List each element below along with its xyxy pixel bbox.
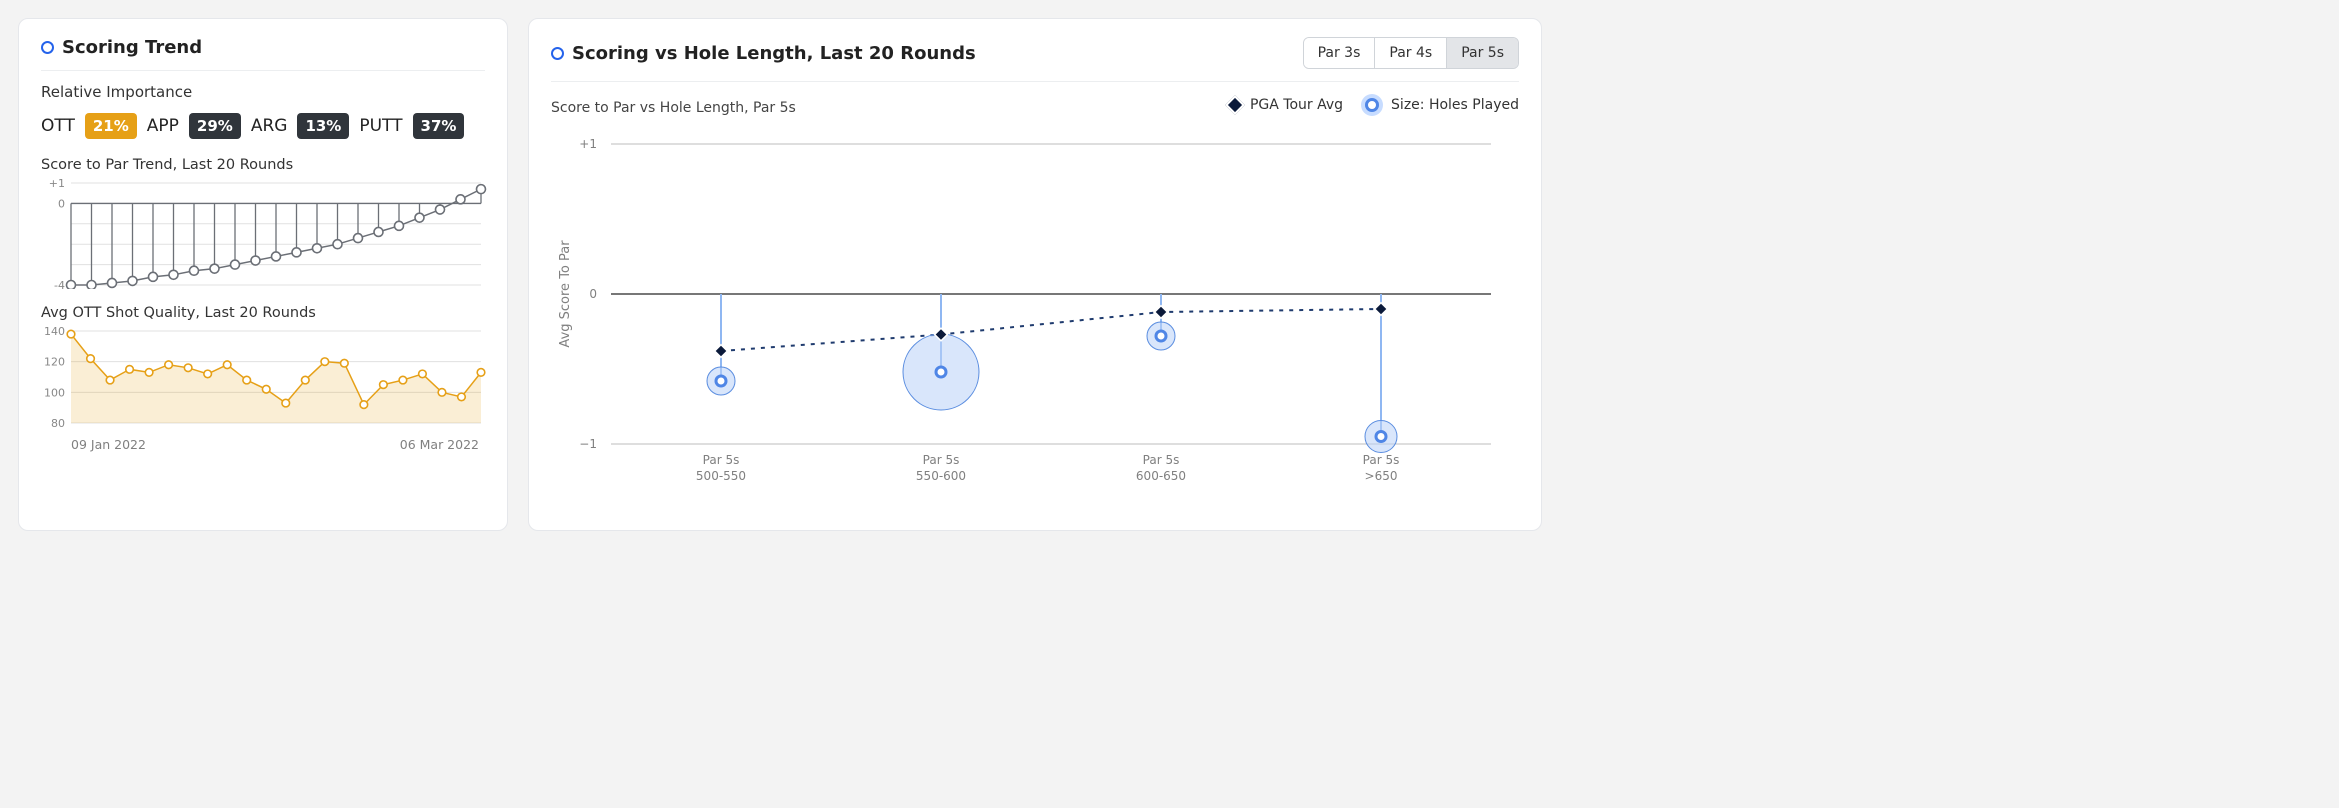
importance-code: PUTT	[359, 116, 402, 136]
legend-row: PGA Tour Avg Size: Holes Played	[1228, 94, 1519, 116]
score-trend-title: Score to Par Trend, Last 20 Rounds	[41, 157, 485, 173]
bubble-icon	[1361, 94, 1383, 116]
legend-size: Size: Holes Played	[1361, 94, 1519, 116]
svg-text:Avg Score To Par: Avg Score To Par	[558, 240, 573, 348]
score-trend-chart: +1 0 -4	[41, 179, 485, 293]
svg-text:-4: -4	[54, 279, 65, 289]
hole-length-card: Scoring vs Hole Length, Last 20 Rounds P…	[528, 18, 1542, 531]
legend-pga: PGA Tour Avg	[1228, 97, 1343, 113]
svg-text:100: 100	[44, 386, 65, 399]
hole-length-chart: −1 0 +1 Avg Score To Par Par 5s 500-550 Par 5s…	[551, 124, 1519, 508]
date-range-row: 09 Jan 2022 06 Mar 2022	[41, 437, 485, 452]
bullet-icon	[41, 41, 54, 54]
importance-value: 29%	[189, 113, 241, 139]
svg-text:>650: >650	[1365, 469, 1398, 483]
svg-text:Par 5s: Par 5s	[923, 453, 960, 467]
importance-code: APP	[147, 116, 179, 136]
relative-importance-label: Relative Importance	[41, 83, 485, 101]
relative-importance-row: OTT 21% APP 29% ARG 13% PUTT 37%	[41, 113, 485, 139]
legend-size-label: Size: Holes Played	[1391, 97, 1519, 113]
importance-code: OTT	[41, 116, 75, 136]
svg-text:550-600: 550-600	[916, 469, 966, 483]
ott-quality-title: Avg OTT Shot Quality, Last 20 Rounds	[41, 305, 485, 321]
hole-length-header: Scoring vs Hole Length, Last 20 Rounds P…	[551, 37, 1519, 82]
importance-value: 13%	[297, 113, 349, 139]
svg-text:−1: −1	[579, 437, 597, 451]
date-start: 09 Jan 2022	[71, 437, 146, 452]
svg-text:0: 0	[589, 287, 597, 301]
diamond-icon	[1225, 95, 1245, 115]
svg-text:500-550: 500-550	[696, 469, 746, 483]
ott-quality-chart: 80 100 120 140	[41, 327, 485, 431]
hole-length-title: Scoring vs Hole Length, Last 20 Rounds	[572, 43, 976, 64]
date-end: 06 Mar 2022	[400, 437, 479, 452]
importance-code: ARG	[251, 116, 288, 136]
importance-value: 21%	[85, 113, 137, 139]
svg-text:600-650: 600-650	[1136, 469, 1186, 483]
scoring-trend-card: Scoring Trend Relative Importance OTT 21%…	[18, 18, 508, 531]
par-tabs: Par 3sPar 4sPar 5s	[1303, 37, 1519, 69]
tab-par-5s[interactable]: Par 5s	[1447, 38, 1518, 68]
scoring-trend-title: Scoring Trend	[62, 37, 202, 58]
hole-length-subtitle: Score to Par vs Hole Length, Par 5s	[551, 100, 796, 116]
scoring-trend-header: Scoring Trend	[41, 37, 485, 71]
svg-text:+1: +1	[49, 179, 65, 190]
svg-text:140: 140	[44, 327, 65, 338]
legend-pga-label: PGA Tour Avg	[1250, 97, 1343, 113]
svg-text:+1: +1	[579, 137, 597, 151]
tab-par-3s[interactable]: Par 3s	[1304, 38, 1376, 68]
svg-text:Par 5s: Par 5s	[1143, 453, 1180, 467]
svg-text:Par 5s: Par 5s	[1363, 453, 1400, 467]
bullet-icon	[551, 47, 564, 60]
tab-par-4s[interactable]: Par 4s	[1375, 38, 1447, 68]
svg-text:80: 80	[51, 417, 65, 427]
svg-text:0: 0	[58, 197, 65, 210]
svg-text:120: 120	[44, 356, 65, 369]
svg-text:Par 5s: Par 5s	[703, 453, 740, 467]
importance-value: 37%	[413, 113, 465, 139]
